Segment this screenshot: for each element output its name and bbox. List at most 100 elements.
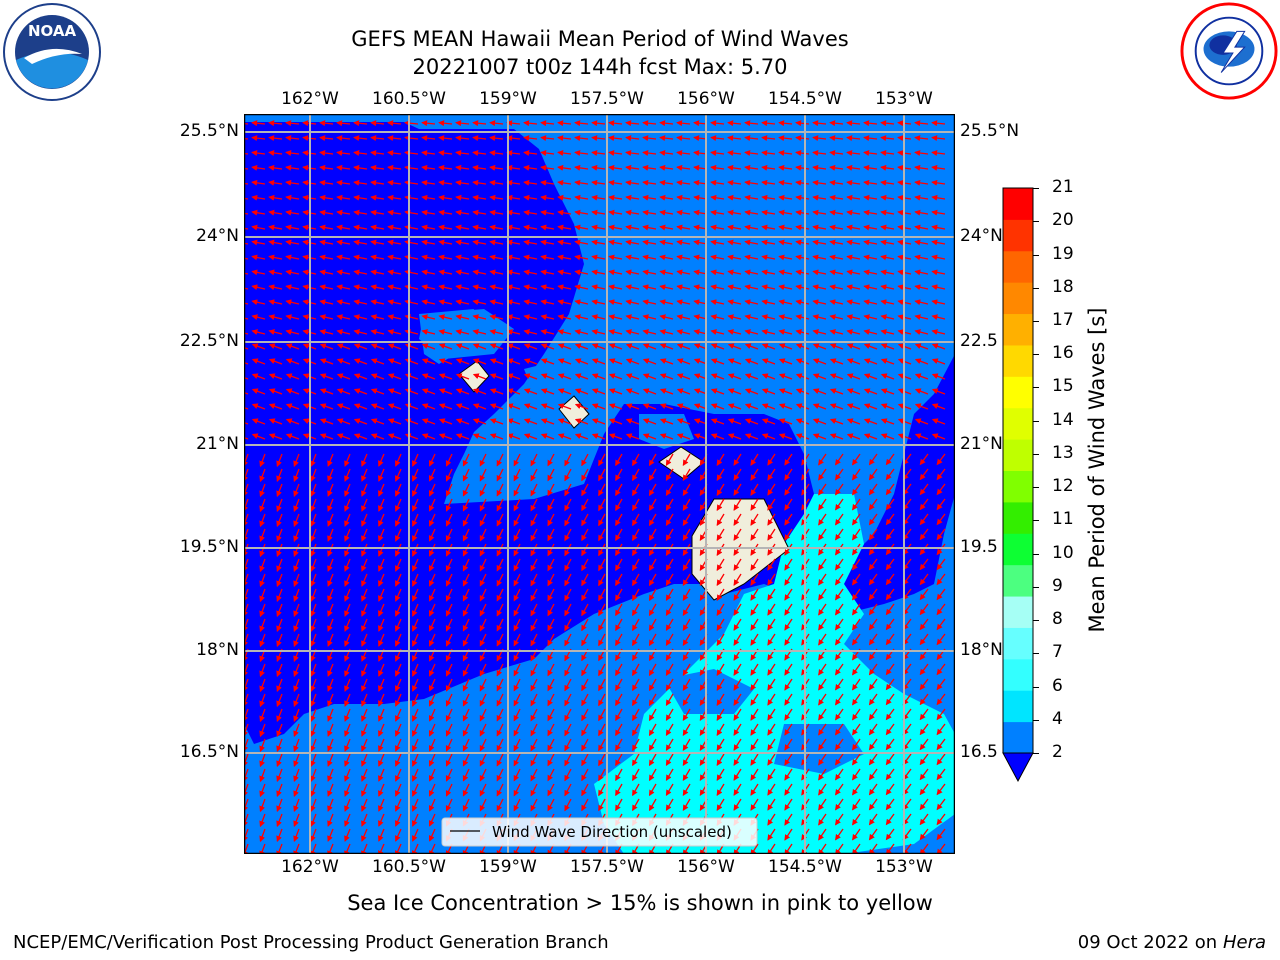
wind-wave-arrow — [778, 284, 793, 291]
colorbar-segment — [1003, 376, 1033, 409]
colorbar-segment — [1003, 658, 1033, 691]
wind-wave-arrow — [625, 209, 640, 216]
wind-wave-arrow — [846, 314, 861, 321]
wind-wave-arrow — [557, 150, 572, 156]
wind-wave-arrow — [244, 332, 249, 335]
wind-wave-arrow — [761, 299, 776, 306]
colorbar-tick-mark — [1033, 453, 1039, 455]
colorbar-tick-label: 16 — [1052, 343, 1074, 364]
wind-wave-arrow — [353, 120, 368, 127]
wind-wave-arrow — [251, 343, 266, 350]
wind-wave-arrow — [421, 314, 436, 321]
wind-wave-arrow — [336, 209, 351, 216]
wind-wave-arrow — [591, 135, 606, 142]
wind-wave-arrow — [863, 179, 878, 186]
wind-wave-arrow — [472, 329, 487, 336]
wind-wave-arrow — [829, 209, 844, 216]
colorbar-tick-label: 6 — [1052, 675, 1063, 696]
wind-wave-arrow — [625, 269, 640, 276]
wind-wave-arrow — [608, 314, 623, 321]
wind-wave-arrow — [829, 164, 844, 171]
wind-wave-arrow — [523, 135, 538, 142]
wind-wave-arrow — [472, 343, 487, 350]
wind-wave-arrow — [744, 194, 759, 201]
wind-wave-arrow — [353, 284, 368, 291]
wind-wave-arrow — [421, 299, 436, 306]
wind-wave-arrow — [336, 343, 351, 350]
wind-wave-arrow — [353, 254, 368, 261]
wind-wave-arrow — [880, 299, 895, 306]
wind-wave-arrow — [591, 314, 606, 321]
wind-wave-arrow — [540, 284, 555, 291]
colorbar-segment — [1003, 564, 1033, 597]
wind-wave-arrow — [795, 299, 810, 306]
wind-wave-arrow — [931, 224, 946, 231]
wind-wave-arrow — [659, 209, 674, 216]
wind-wave-arrow — [710, 239, 725, 246]
wind-wave-arrow — [404, 299, 419, 306]
wind-wave-arrow — [778, 224, 793, 231]
island-hawaii — [691, 498, 790, 601]
wind-wave-arrow — [506, 329, 521, 336]
wind-wave-arrow — [642, 299, 657, 306]
wind-wave-arrow — [319, 254, 334, 261]
wind-wave-arrow — [693, 179, 708, 186]
wind-wave-arrow — [710, 224, 725, 231]
colorbar-segment — [1003, 344, 1033, 377]
wind-wave-arrow — [761, 135, 776, 142]
plot-subtitle: 20221007 t00z 144h fcst Max: 5.70 — [412, 55, 788, 79]
wind-wave-arrow — [387, 284, 402, 291]
wind-wave-arrow — [540, 269, 555, 276]
wind-wave-arrow — [506, 239, 521, 246]
wind-wave-arrow — [608, 194, 623, 201]
wind-wave-arrow — [727, 120, 742, 127]
wind-wave-arrow — [540, 254, 555, 261]
wind-wave-arrow — [931, 164, 946, 171]
wind-wave-arrow — [506, 269, 521, 276]
wind-wave-arrow — [727, 194, 742, 201]
colorbar-segment — [1003, 407, 1033, 440]
wind-wave-arrow — [489, 314, 504, 321]
wind-wave-arrow — [421, 209, 436, 216]
wind-wave-arrow — [727, 135, 742, 142]
wind-wave-arrow — [914, 254, 929, 261]
colorbar-segment — [1003, 219, 1033, 252]
wind-wave-arrow — [268, 329, 283, 336]
wind-wave-arrow — [642, 269, 657, 276]
wind-wave-arrow — [438, 150, 453, 156]
wind-wave-arrow — [625, 120, 640, 127]
wind-wave-arrow — [370, 150, 385, 156]
wind-wave-arrow — [455, 179, 470, 186]
wind-wave-arrow — [370, 224, 385, 231]
wind-wave-arrow — [370, 269, 385, 276]
colorbar-segment — [1003, 501, 1033, 534]
wind-wave-arrow — [336, 164, 351, 171]
wind-wave-arrow — [285, 329, 300, 336]
footer-machine: Hera — [1222, 932, 1266, 953]
wind-wave-arrow — [710, 150, 725, 156]
wind-wave-arrow — [591, 179, 606, 186]
wind-wave-arrow — [829, 329, 844, 336]
noaa-logo: NOAA — [3, 3, 101, 101]
wind-wave-arrow — [914, 194, 929, 201]
lat-label-left: 24°N — [196, 226, 239, 246]
wind-wave-arrow — [795, 179, 810, 186]
wind-wave-arrow — [778, 194, 793, 201]
wind-wave-arrow — [863, 254, 878, 261]
colorbar-segment — [1003, 690, 1033, 723]
wind-wave-arrow — [676, 194, 691, 201]
wind-wave-arrow — [455, 224, 470, 231]
colorbar-segment — [1003, 596, 1033, 628]
wind-wave-arrow — [659, 284, 674, 291]
wind-wave-arrow — [829, 239, 844, 246]
wind-wave-arrow — [676, 209, 691, 216]
wind-wave-arrow — [625, 299, 640, 306]
wind-wave-arrow — [336, 329, 351, 336]
wind-wave-arrow — [244, 182, 249, 185]
wind-wave-arrow — [625, 150, 640, 156]
wind-wave-arrow — [438, 120, 453, 127]
wind-wave-arrow — [846, 120, 861, 127]
noaa-logo-text: NOAA — [28, 22, 77, 40]
wind-wave-arrow — [812, 224, 827, 231]
wind-wave-arrow — [472, 120, 487, 127]
